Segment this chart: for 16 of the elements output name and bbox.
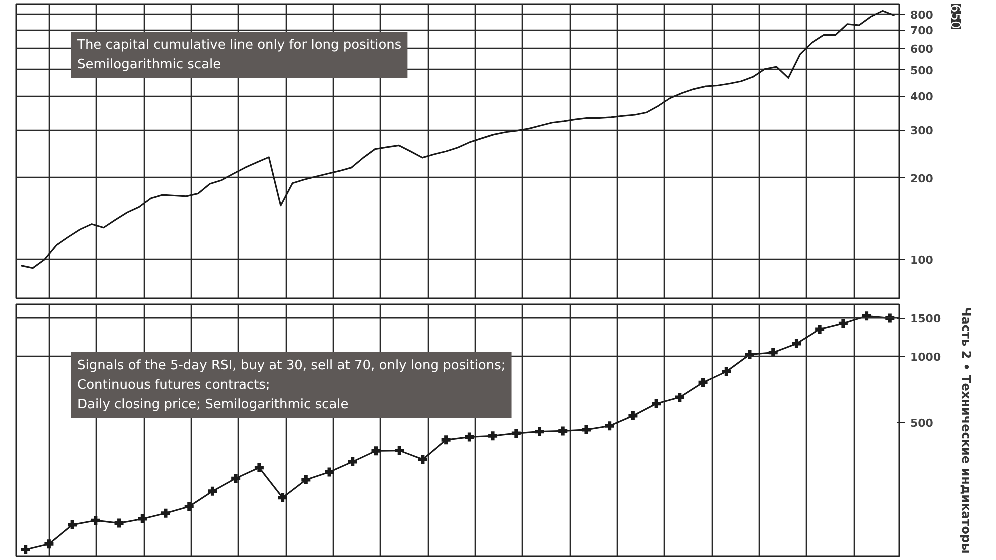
y-tick-label: 700: [910, 24, 934, 38]
y-tick-label: 800: [910, 8, 934, 22]
y-tick-label: 200: [910, 172, 934, 186]
text: 650: [948, 4, 962, 30]
annotation: The capital cumulative line only for long positions Semilogarithmic scale: [76, 38, 402, 72]
y-tick-label: 500: [910, 64, 934, 78]
y-tick-label: 500: [910, 416, 934, 430]
y-tick-label: 100: [910, 254, 934, 268]
y-tick-label: 400: [910, 90, 934, 104]
y-tick-label: 1500: [910, 312, 942, 326]
line-series: [20, 10, 896, 270]
y-tick-label: 1000: [910, 351, 942, 364]
y-tick-label: 600: [910, 42, 934, 56]
text: Часть 2 • Технические индикаторы: [960, 307, 974, 554]
annotation: Signals of the 5-day RSI, buy at 30, sell at 70, only long positions; Continuous futures contracts; Daily closing price; Semilogarithmic scale: [78, 358, 506, 412]
y-tick-label: 300: [910, 124, 934, 138]
